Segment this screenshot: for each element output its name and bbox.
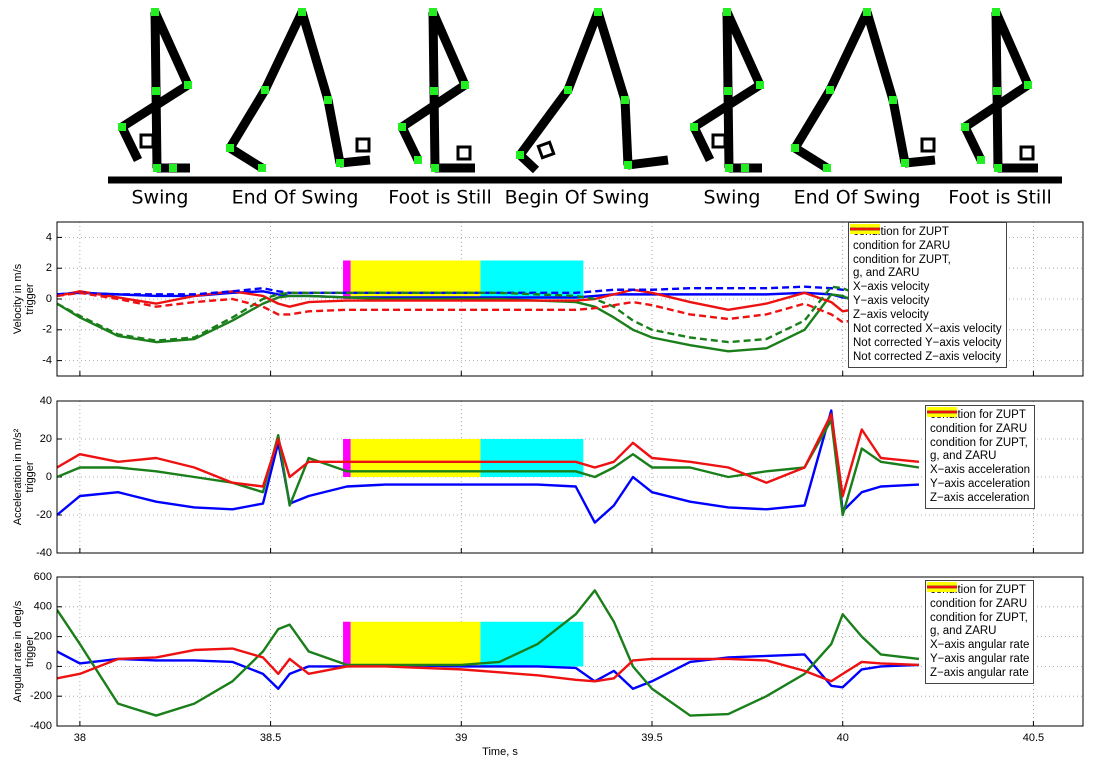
legend-item: Not corrected Z−axis velocity	[853, 351, 1002, 364]
y-tick-label: 20	[40, 433, 52, 445]
x-tick-label: 40.5	[1023, 732, 1044, 744]
y-tick-label: 40	[40, 395, 52, 407]
y-axis-label: trigger	[24, 283, 36, 315]
legend-label: condition for ZARU	[930, 423, 1027, 436]
x-tick-label: 39	[455, 732, 467, 744]
y-tick-label: 0	[46, 660, 52, 672]
legend-label: Not corrected Z−axis velocity	[853, 351, 1001, 364]
y-axis-label: Velocity in m/s	[12, 263, 24, 334]
legend-item: condition for ZUPT, g, and ZARU	[853, 254, 1002, 280]
x-axis-label: Time, s	[482, 746, 518, 758]
legend-label: Y−axis angular rate	[930, 653, 1029, 666]
y-axis-label: trigger	[24, 636, 36, 668]
legend-label: condition for ZUPT, g, and ZARU	[930, 437, 1028, 463]
phase-label: Foot is Still	[948, 187, 1052, 209]
phase-label: End Of Swing	[232, 187, 359, 209]
legend-label: Z−axis velocity	[853, 309, 929, 322]
y-tick-label: 200	[34, 631, 52, 643]
y-tick-label: -40	[36, 547, 52, 559]
legend-label: condition for ZARU	[930, 598, 1027, 611]
x-tick-label: 39.5	[641, 732, 662, 744]
legend-label: condition for ZARU	[853, 240, 950, 253]
legend-label: condition for ZUPT, g, and ZARU	[930, 612, 1028, 638]
legend-item: Z−axis velocity	[853, 309, 1002, 322]
x-tick-label: 40	[837, 732, 849, 744]
x-tick-label: 38.5	[260, 732, 281, 744]
stick-figures	[118, 8, 1038, 172]
phase-label: Swing	[132, 187, 189, 209]
phase-label: Begin Of Swing	[505, 187, 650, 209]
legend-label: X−axis velocity	[853, 281, 929, 294]
y-tick-label: 2	[46, 262, 52, 274]
y-tick-label: 0	[46, 293, 52, 305]
x-tick-label: 38	[74, 732, 86, 744]
y-tick-label: -20	[36, 509, 52, 521]
legend-item: X−axis velocity	[853, 281, 1002, 294]
legend-item: condition for ZARU	[930, 598, 1029, 611]
trigger-area	[343, 622, 351, 667]
y-tick-label: -2	[42, 324, 52, 336]
legend-label: Z−axis acceleration	[930, 492, 1029, 505]
y-tick-label: -400	[30, 720, 52, 732]
y-tick-label: 0	[46, 471, 52, 483]
y-axis-label: trigger	[24, 461, 36, 493]
legend-item: Y−axis velocity	[853, 295, 1002, 308]
legend-item: Not corrected Y−axis velocity	[853, 337, 1002, 350]
legend-item: Z−axis acceleration	[930, 492, 1030, 505]
legend-item: Y−axis angular rate	[930, 653, 1029, 666]
legend-item: Y−axis acceleration	[930, 478, 1030, 491]
legend-item: X−axis acceleration	[930, 464, 1030, 477]
legend-label: Y−axis velocity	[853, 295, 929, 308]
y-tick-label: -200	[30, 690, 52, 702]
legend-label: Z−axis angular rate	[930, 667, 1029, 680]
y-tick-label: -4	[42, 355, 52, 367]
legend-swatch	[926, 406, 958, 418]
legend-label: Not corrected Y−axis velocity	[853, 337, 1001, 350]
legend-swatch	[849, 223, 881, 235]
legend-label: condition for ZUPT, g, and ZARU	[853, 254, 951, 280]
y-tick-label: 400	[34, 601, 52, 613]
legend-swatch	[926, 581, 958, 593]
y-axis-label: Angular rate in deg/s	[12, 600, 24, 702]
trigger-area	[351, 622, 481, 667]
phase-label: Foot is Still	[388, 187, 492, 209]
legend-item: X−axis angular rate	[930, 639, 1029, 652]
phase-label: End Of Swing	[794, 187, 921, 209]
figure: Swing End Of Swing Foot is Still Begin O…	[0, 0, 1098, 762]
legend-item: condition for ZARU	[853, 240, 1002, 253]
y-axis-label: Acceleration in m/s²	[12, 428, 24, 525]
legend-item: Not corrected X−axis velocity	[853, 323, 1002, 336]
legend-label: X−axis acceleration	[930, 464, 1030, 477]
legend-label: X−axis angular rate	[930, 639, 1029, 652]
legend-item: condition for ZUPT, g, and ZARU	[930, 612, 1029, 638]
legend-item: condition for ZUPT, g, and ZARU	[930, 437, 1030, 463]
legend-item: Z−axis angular rate	[930, 667, 1029, 680]
legend-item: condition for ZARU	[930, 423, 1030, 436]
phase-label: Swing	[704, 187, 761, 209]
legend-label: Not corrected X−axis velocity	[853, 323, 1002, 336]
trigger-area	[480, 622, 583, 667]
y-tick-label: 600	[34, 571, 52, 583]
legend-label: Y−axis acceleration	[930, 478, 1030, 491]
y-tick-label: 4	[46, 231, 52, 243]
